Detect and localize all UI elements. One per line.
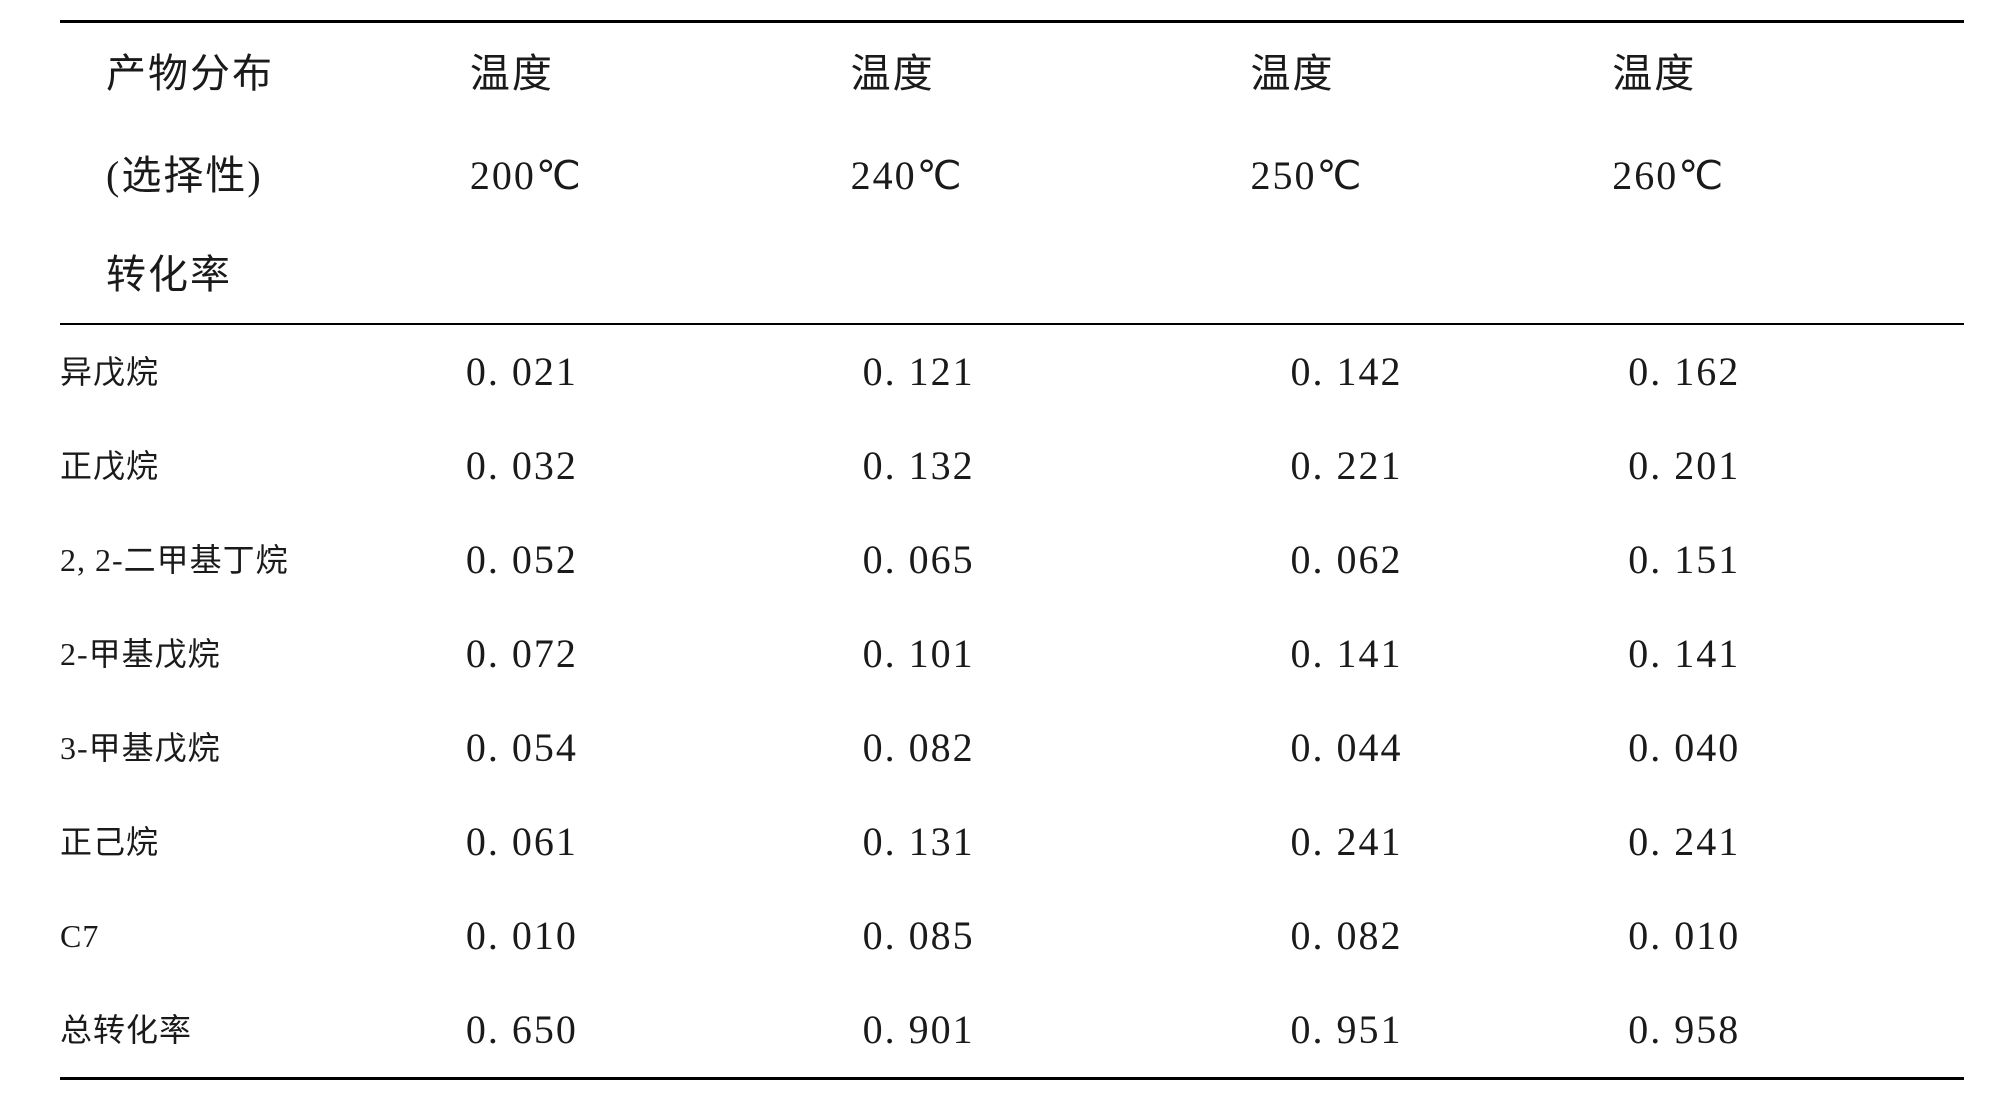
row-val: 0. 010 <box>1602 889 1964 983</box>
row-name: 正己烷 <box>60 795 460 889</box>
header-col-4-l2: 260℃ <box>1602 125 1964 227</box>
row-name: 2, 2-二甲基丁烷 <box>60 513 460 607</box>
row-val: 0. 650 <box>460 983 841 1079</box>
row-val: 0. 958 <box>1602 983 1964 1079</box>
table-row: 2-甲基戊烷 0. 072 0. 101 0. 141 0. 141 <box>60 607 1964 701</box>
row-val: 0. 021 <box>460 324 841 419</box>
row-val: 0. 044 <box>1240 701 1602 795</box>
row-val: 0. 065 <box>841 513 1241 607</box>
row-val: 0. 082 <box>1240 889 1602 983</box>
header-col-3-l1: 温度 <box>1240 22 1602 126</box>
table-row: 正己烷 0. 061 0. 131 0. 241 0. 241 <box>60 795 1964 889</box>
row-val: 0. 052 <box>460 513 841 607</box>
header-col-0-l3: 转化率 <box>60 227 460 324</box>
row-val: 0. 121 <box>841 324 1241 419</box>
header-row-1: 产物分布 温度 温度 温度 温度 <box>60 22 1964 126</box>
header-col-1-l1: 温度 <box>460 22 841 126</box>
header-col-4-l1: 温度 <box>1602 22 1964 126</box>
row-val: 0. 132 <box>841 419 1241 513</box>
row-val: 0. 101 <box>841 607 1241 701</box>
header-col-2-l1: 温度 <box>841 22 1241 126</box>
row-val: 0. 085 <box>841 889 1241 983</box>
row-name: 异戊烷 <box>60 324 460 419</box>
table-row: 2, 2-二甲基丁烷 0. 052 0. 065 0. 062 0. 151 <box>60 513 1964 607</box>
row-val: 0. 142 <box>1240 324 1602 419</box>
row-val: 0. 241 <box>1240 795 1602 889</box>
row-val: 0. 054 <box>460 701 841 795</box>
table-row: 总转化率 0. 650 0. 901 0. 951 0. 958 <box>60 983 1964 1079</box>
header-col-4-l3 <box>1602 227 1964 324</box>
header-col-1-l2: 200℃ <box>460 125 841 227</box>
header-row-3: 转化率 <box>60 227 1964 324</box>
table-row: 正戊烷 0. 032 0. 132 0. 221 0. 201 <box>60 419 1964 513</box>
row-val: 0. 201 <box>1602 419 1964 513</box>
row-name: 2-甲基戊烷 <box>60 607 460 701</box>
row-val: 0. 062 <box>1240 513 1602 607</box>
row-val: 0. 082 <box>841 701 1241 795</box>
row-val: 0. 901 <box>841 983 1241 1079</box>
row-name: 正戊烷 <box>60 419 460 513</box>
row-val: 0. 241 <box>1602 795 1964 889</box>
table-row: 异戊烷 0. 021 0. 121 0. 142 0. 162 <box>60 324 1964 419</box>
header-row-2: (选择性) 200℃ 240℃ 250℃ 260℃ <box>60 125 1964 227</box>
row-name: 总转化率 <box>60 983 460 1079</box>
header-col-0-l1: 产物分布 <box>60 22 460 126</box>
header-col-2-l2: 240℃ <box>841 125 1241 227</box>
row-val: 0. 061 <box>460 795 841 889</box>
row-val: 0. 032 <box>460 419 841 513</box>
row-val: 0. 221 <box>1240 419 1602 513</box>
table-row: 3-甲基戊烷 0. 054 0. 082 0. 044 0. 040 <box>60 701 1964 795</box>
table-row: C7 0. 010 0. 085 0. 082 0. 010 <box>60 889 1964 983</box>
row-val: 0. 162 <box>1602 324 1964 419</box>
row-val: 0. 141 <box>1602 607 1964 701</box>
row-val: 0. 072 <box>460 607 841 701</box>
row-name: C7 <box>60 889 460 983</box>
data-table: 产物分布 温度 温度 温度 温度 (选择性) 200℃ 240℃ 250℃ 26… <box>60 20 1964 1080</box>
row-val: 0. 141 <box>1240 607 1602 701</box>
header-col-0-l2: (选择性) <box>60 125 460 227</box>
row-val: 0. 010 <box>460 889 841 983</box>
row-val: 0. 151 <box>1602 513 1964 607</box>
header-col-3-l3 <box>1240 227 1602 324</box>
header-col-3-l2: 250℃ <box>1240 125 1602 227</box>
header-col-2-l3 <box>841 227 1241 324</box>
row-val: 0. 951 <box>1240 983 1602 1079</box>
row-name: 3-甲基戊烷 <box>60 701 460 795</box>
row-val: 0. 040 <box>1602 701 1964 795</box>
header-col-1-l3 <box>460 227 841 324</box>
row-val: 0. 131 <box>841 795 1241 889</box>
